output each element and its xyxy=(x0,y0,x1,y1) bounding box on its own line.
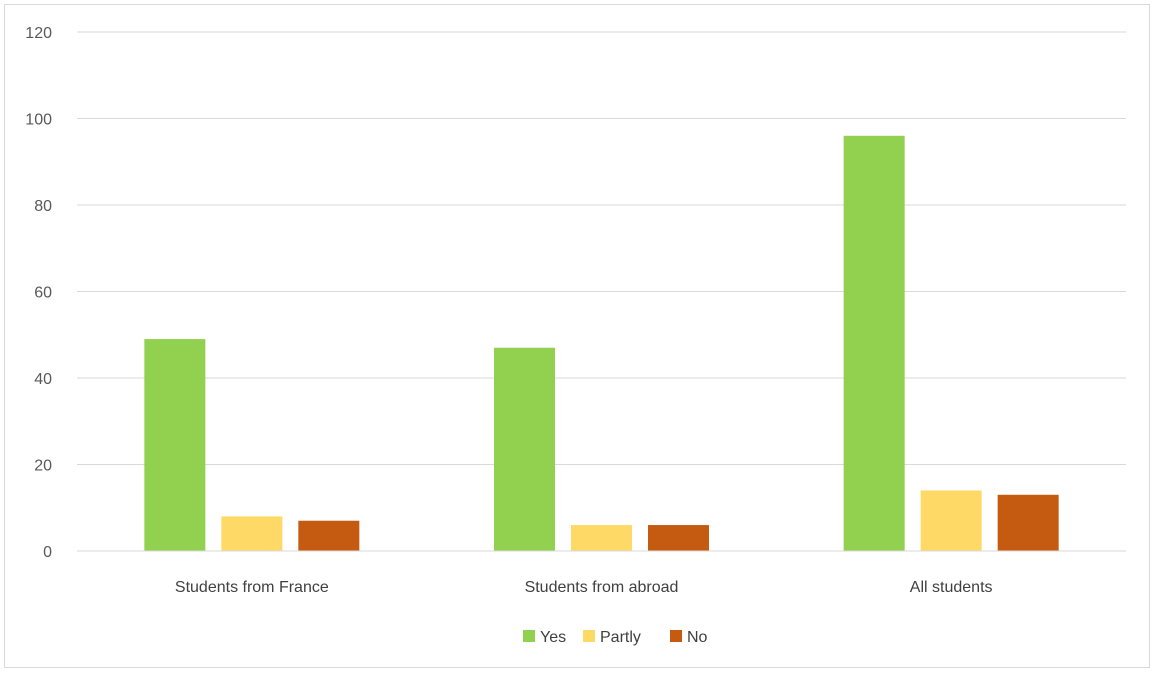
bar-partly-0 xyxy=(221,516,283,551)
legend-label-yes: Yes xyxy=(540,629,566,646)
bar-no-1 xyxy=(648,525,709,551)
y-axis-labels: 0 20 40 60 80 100 120 xyxy=(25,25,52,561)
legend: Yes Partly No xyxy=(523,629,708,646)
x-category-label: All students xyxy=(910,579,993,596)
legend-label-no: No xyxy=(687,629,708,646)
bar-yes-1 xyxy=(494,347,555,551)
gridlines xyxy=(77,31,1126,465)
y-tick-label: 20 xyxy=(34,458,52,475)
y-tick-label: 100 xyxy=(25,112,52,129)
y-tick-label: 80 xyxy=(34,198,52,215)
bar-no-2 xyxy=(997,494,1059,551)
legend-label-partly: Partly xyxy=(600,629,641,646)
bar-yes-2 xyxy=(843,135,905,552)
bars xyxy=(144,135,1059,552)
legend-swatch-partly xyxy=(583,630,595,642)
y-tick-label: 60 xyxy=(34,285,52,302)
bar-yes-0 xyxy=(144,339,206,551)
legend-swatch-yes xyxy=(523,630,535,642)
x-category-label: Students from abroad xyxy=(525,579,679,596)
legend-swatch-no xyxy=(670,630,682,642)
bar-partly-2 xyxy=(920,490,982,551)
x-category-label: Students from France xyxy=(175,579,329,596)
y-tick-label: 40 xyxy=(34,371,52,388)
x-axis: Students from France Students from abroad… xyxy=(77,550,1126,596)
y-tick-label: 0 xyxy=(43,544,52,561)
y-tick-label: 120 xyxy=(25,25,52,42)
bar-partly-1 xyxy=(571,525,632,551)
chart-frame xyxy=(4,4,1150,668)
bar-no-0 xyxy=(298,520,360,551)
